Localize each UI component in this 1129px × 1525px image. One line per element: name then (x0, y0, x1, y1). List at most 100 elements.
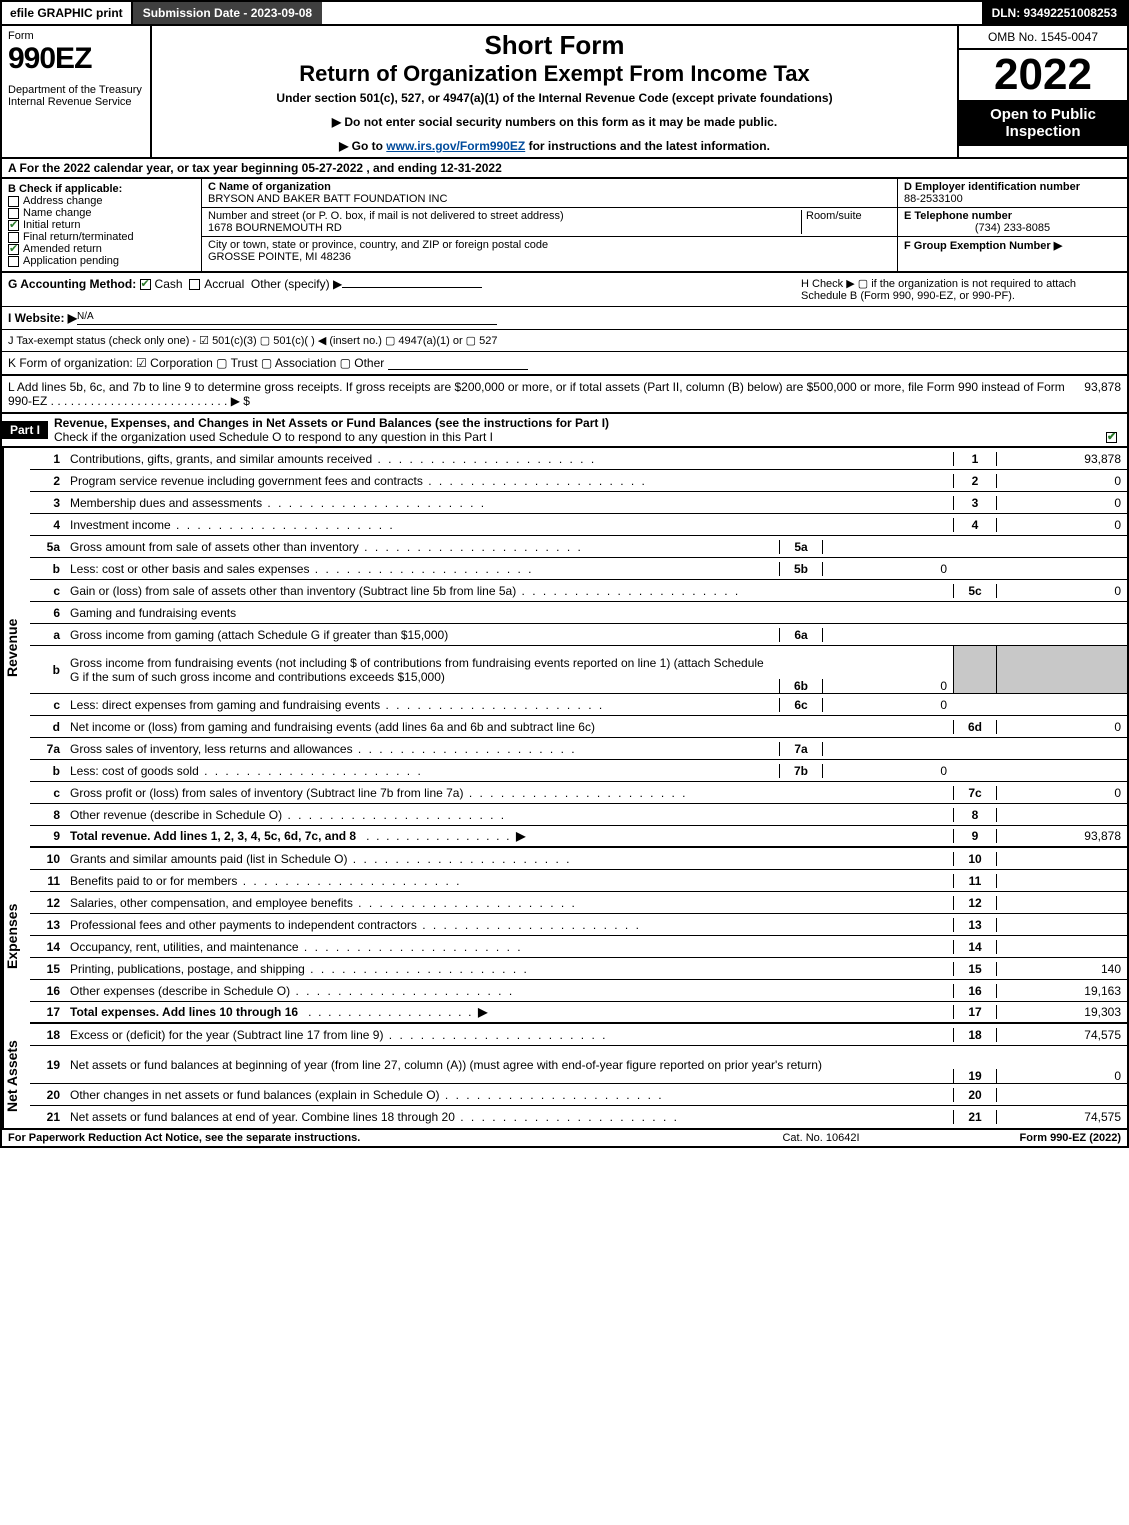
b-label-2: Initial return (23, 219, 80, 231)
b-item-1[interactable]: Name change (8, 207, 195, 219)
ln: b (30, 764, 66, 778)
revenue-lines: 1Contributions, gifts, grants, and simil… (30, 448, 1127, 848)
line-21: 21Net assets or fund balances at end of … (30, 1106, 1127, 1128)
revenue-vlabel: Revenue (2, 448, 30, 848)
lt: Total expenses. Add lines 10 through 16 … (66, 1003, 953, 1021)
lt: Contributions, gifts, grants, and simila… (66, 450, 953, 468)
footer-right: Form 990-EZ (2022) (921, 1132, 1121, 1144)
expenses-block: Expenses 10Grants and similar amounts pa… (0, 848, 1129, 1024)
footer-mid: Cat. No. 10642I (721, 1132, 921, 1144)
ln: 8 (30, 808, 66, 822)
netassets-vlabel: Net Assets (2, 1024, 30, 1128)
b-item-0[interactable]: Address change (8, 195, 195, 207)
sv: 0 (823, 764, 953, 778)
lt: Program service revenue including govern… (66, 472, 953, 490)
checkbox-icon[interactable] (1106, 432, 1117, 443)
c-street-sub: Number and street (or P. O. box, if mail… (202, 208, 897, 237)
line-6c: cLess: direct expenses from gaming and f… (30, 694, 1127, 716)
under-section: Under section 501(c), 527, or 4947(a)(1)… (158, 91, 951, 105)
lt: Gain or (loss) from sale of assets other… (66, 582, 953, 600)
b-label-4: Amended return (23, 243, 102, 255)
ln: 1 (30, 452, 66, 466)
expenses-vlabel: Expenses (2, 848, 30, 1024)
lv: 93,878 (997, 452, 1127, 466)
org-street: 1678 BOURNEMOUTH RD (208, 222, 342, 234)
line-14: 14Occupancy, rent, utilities, and mainte… (30, 936, 1127, 958)
part1-label: Part I (2, 421, 48, 439)
b-item-5[interactable]: Application pending (8, 255, 195, 267)
lb: 13 (953, 918, 997, 932)
d-ein: D Employer identification number 88-2533… (898, 179, 1127, 208)
dln-label: DLN: 93492251008253 (982, 2, 1127, 24)
sn: 6b (779, 679, 823, 693)
shade (953, 646, 997, 693)
b-item-4[interactable]: Amended return (8, 243, 195, 255)
col-b: B Check if applicable: Address change Na… (2, 179, 202, 271)
lt: Gross income from fundraising events (no… (66, 654, 779, 686)
lt: Membership dues and assessments (66, 494, 953, 512)
sv: 0 (823, 562, 953, 576)
sv: 0 (823, 679, 953, 693)
header-mid: Short Form Return of Organization Exempt… (152, 26, 957, 157)
lb: 19 (953, 1069, 997, 1083)
ln: 14 (30, 940, 66, 954)
checkbox-icon[interactable] (140, 279, 151, 290)
line-1: 1Contributions, gifts, grants, and simil… (30, 448, 1127, 470)
sn: 6c (779, 698, 823, 712)
lb: 9 (953, 829, 997, 843)
ln: a (30, 628, 66, 642)
lb: 18 (953, 1028, 997, 1042)
lb: 5c (953, 584, 997, 598)
org-city: GROSSE POINTE, MI 48236 (208, 251, 351, 263)
arrow-icon: ▶ (516, 829, 525, 843)
ln: 4 (30, 518, 66, 532)
c-name-label: C Name of organization (208, 181, 331, 193)
lt: Other expenses (describe in Schedule O) (66, 982, 953, 1000)
checkbox-icon[interactable] (8, 244, 19, 255)
tax-year: 2022 (959, 50, 1127, 100)
ln: d (30, 720, 66, 734)
sn: 5a (779, 540, 823, 554)
lt: Gross profit or (loss) from sales of inv… (66, 784, 953, 802)
j-text: J Tax-exempt status (check only one) - ☑… (8, 334, 497, 347)
efile-label[interactable]: efile GRAPHIC print (2, 2, 133, 24)
lt: Total revenue. Add lines 1, 2, 3, 4, 5c,… (66, 827, 953, 845)
checkbox-icon[interactable] (8, 220, 19, 231)
line-7b: bLess: cost of goods sold7b0 (30, 760, 1127, 782)
ln: 9 (30, 829, 66, 843)
b-item-3[interactable]: Final return/terminated (8, 231, 195, 243)
lv: 0 (997, 518, 1127, 532)
lb: 8 (953, 808, 997, 822)
ssn-note: ▶ Do not enter social security numbers o… (158, 115, 951, 129)
lt: Other revenue (describe in Schedule O) (66, 806, 953, 824)
checkbox-icon[interactable] (189, 279, 200, 290)
lt: Professional fees and other payments to … (66, 916, 953, 934)
l9b: Total revenue. Add lines 1, 2, 3, 4, 5c,… (70, 829, 356, 843)
lt: Salaries, other compensation, and employ… (66, 894, 953, 912)
lt: Other changes in net assets or fund bala… (66, 1086, 953, 1104)
b-item-2[interactable]: Initial return (8, 219, 195, 231)
tel-label: E Telephone number (904, 210, 1012, 222)
lb: 1 (953, 452, 997, 466)
footer: For Paperwork Reduction Act Notice, see … (0, 1130, 1129, 1148)
checkbox-icon[interactable] (8, 256, 19, 267)
line-8: 8Other revenue (describe in Schedule O)8 (30, 804, 1127, 826)
lb: 17 (953, 1005, 997, 1019)
sn: 7a (779, 742, 823, 756)
irs-link[interactable]: www.irs.gov/Form990EZ (386, 139, 525, 153)
ln: 15 (30, 962, 66, 976)
lv: 0 (997, 786, 1127, 800)
checkbox-icon[interactable] (8, 196, 19, 207)
shade (997, 646, 1127, 693)
dept-label: Department of the Treasury Internal Reve… (8, 84, 144, 108)
col-d: D Employer identification number 88-2533… (897, 179, 1127, 271)
line-11: 11Benefits paid to or for members11 (30, 870, 1127, 892)
lt: Gross amount from sale of assets other t… (66, 538, 779, 556)
part1-title: Revenue, Expenses, and Changes in Net As… (54, 416, 609, 430)
e-tel: E Telephone number (734) 233-8085 (898, 208, 1127, 237)
ln: 7a (30, 742, 66, 756)
sn: 7b (779, 764, 823, 778)
tel-value: (734) 233-8085 (904, 222, 1121, 234)
lv: 140 (997, 962, 1127, 976)
topbar: efile GRAPHIC print Submission Date - 20… (0, 0, 1129, 26)
